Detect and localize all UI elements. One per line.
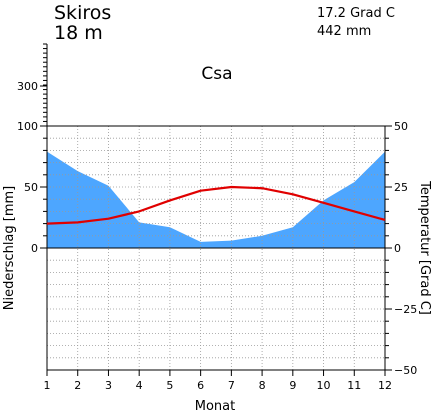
- x-tick-label: 3: [105, 379, 112, 392]
- x-axis-label: Monat: [195, 399, 235, 414]
- x-tick-label: 10: [317, 379, 331, 392]
- left-axis-label: Niederschlag [mm]: [2, 186, 17, 311]
- station-name: Skiros: [54, 2, 111, 24]
- x-tick-label: 7: [228, 379, 235, 392]
- x-tick-label: 5: [166, 379, 173, 392]
- precip-tick-label-300: 300: [17, 80, 38, 93]
- x-tick-label: 8: [259, 379, 266, 392]
- x-tick-label: 12: [378, 379, 392, 392]
- station-elevation: 18 m: [54, 22, 103, 44]
- x-tick-label: 6: [197, 379, 204, 392]
- temperature-line: [46, 185, 386, 225]
- annual-precipitation: 442 mm: [317, 24, 371, 39]
- temp-tick-label: 50: [394, 120, 408, 133]
- x-tick-label: 9: [289, 379, 296, 392]
- precip-tick-label: 50: [24, 181, 38, 194]
- temp-tick-label: 25: [394, 181, 408, 194]
- right-axis-label: Temperatur [Grad C]: [417, 180, 432, 315]
- x-tick-label: 2: [74, 379, 81, 392]
- x-tick-label: 11: [347, 379, 361, 392]
- temp-tick-label: 0: [394, 242, 401, 255]
- precipitation-area: [47, 151, 385, 248]
- x-tick-label: 1: [44, 379, 51, 392]
- x-tick-label: 4: [136, 379, 143, 392]
- mean-temperature: 17.2 Grad C: [317, 6, 395, 21]
- climate-class: Csa: [201, 64, 232, 84]
- temp-tick-label: −25: [394, 303, 417, 316]
- precip-tick-label: 0: [31, 242, 38, 255]
- precip-tick-label: 100: [17, 120, 38, 133]
- temp-tick-label: −50: [394, 364, 417, 377]
